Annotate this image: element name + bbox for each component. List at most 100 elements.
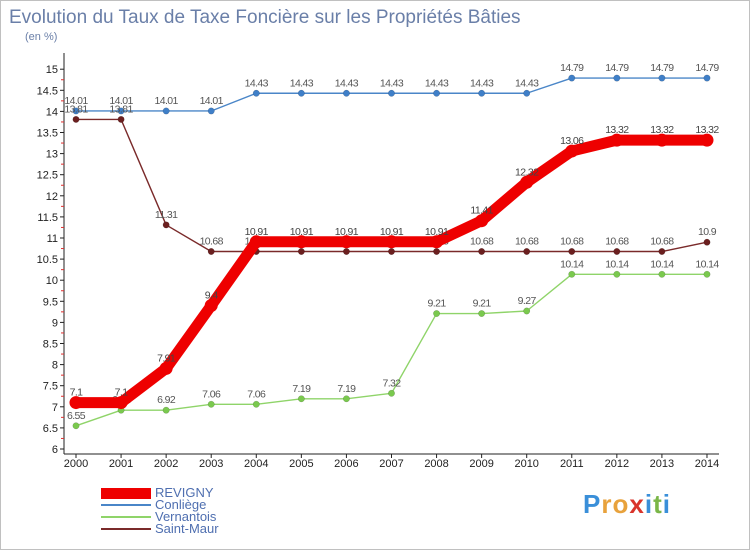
data-point-saint-maur [613, 248, 621, 255]
data-point-conliege [162, 107, 170, 115]
legend-item-saint-maur: Saint-Maur [101, 522, 219, 535]
data-label-conliege: 14.01 [64, 95, 88, 107]
data-point-saint-maur [117, 115, 125, 123]
data-label-revigny: 13.32 [695, 124, 719, 136]
legend-item-conliege: Conliège [101, 498, 219, 511]
data-label-vernantois: 7.06 [202, 388, 221, 400]
data-label-conliege: 14.79 [560, 62, 584, 74]
data-point-saint-maur [568, 248, 576, 255]
x-tick-label: 2010 [514, 458, 538, 470]
data-point-vernantois [72, 422, 80, 430]
data-label-saint-maur: 11.31 [155, 209, 178, 221]
data-point-conliege [613, 74, 621, 82]
y-tick-label: 13 [46, 149, 58, 161]
data-label-conliege: 14.01 [154, 95, 178, 107]
logo-letter: t [653, 489, 663, 519]
y-tick-label: 9.5 [43, 296, 58, 308]
data-label-conliege: 14.43 [515, 77, 539, 89]
data-label-revigny: 12.32 [515, 166, 539, 178]
x-tick-label: 2000 [64, 458, 88, 470]
y-tick-label: 6.5 [43, 423, 58, 435]
data-label-revigny: 10.91 [335, 226, 359, 238]
data-label-vernantois: 6.92 [157, 394, 176, 406]
data-point-revigny [610, 133, 624, 147]
x-tick-label: 2006 [334, 458, 358, 470]
data-label-vernantois: 7.19 [292, 383, 311, 395]
data-label-revigny: 10.91 [245, 226, 269, 238]
y-tick-label: 11 [47, 233, 58, 245]
x-tick-label: 2001 [109, 458, 133, 470]
data-point-saint-maur [388, 248, 395, 255]
data-label-saint-maur: 10.68 [515, 236, 539, 248]
data-point-conliege [478, 89, 486, 97]
legend-item-revigny: REVIGNY [101, 485, 219, 500]
data-point-vernantois [297, 395, 305, 403]
data-point-saint-maur [72, 115, 80, 123]
data-label-saint-maur: 13.81 [109, 103, 133, 115]
data-label-conliege: 14.01 [200, 95, 224, 107]
data-point-revigny [249, 235, 263, 249]
x-tick-label: 2004 [244, 458, 268, 470]
data-label-conliege: 14.79 [650, 62, 674, 74]
data-point-revigny [69, 396, 83, 410]
data-point-revigny [339, 235, 353, 249]
y-tick-label: 15 [46, 64, 58, 76]
logo-letter: o [612, 489, 630, 519]
data-point-saint-maur [523, 248, 531, 255]
legend-label: Vernantois [155, 509, 217, 524]
logo-letter: i [644, 489, 654, 519]
data-label-revigny: 13.32 [650, 124, 674, 136]
data-label-conliege: 14.43 [470, 77, 494, 89]
data-label-vernantois: 10.14 [605, 258, 629, 270]
data-point-conliege [658, 74, 666, 82]
proxiti-logo: Proxiti [583, 489, 671, 520]
legend-swatch [101, 504, 151, 506]
data-point-vernantois [388, 389, 395, 397]
data-point-vernantois [658, 270, 666, 278]
y-tick-label: 6 [52, 444, 58, 456]
data-label-vernantois: 9.27 [518, 295, 537, 307]
x-tick-label: 2005 [289, 458, 313, 470]
x-tick-label: 2014 [695, 458, 719, 470]
data-point-conliege [72, 107, 80, 115]
data-label-conliege: 14.79 [695, 62, 719, 74]
data-point-vernantois [162, 406, 170, 414]
data-point-conliege [297, 89, 305, 97]
data-point-vernantois [613, 270, 621, 278]
chart-title: Evolution du Taux de Taxe Foncière sur l… [9, 7, 521, 28]
data-point-revigny [475, 214, 489, 228]
legend-label: REVIGNY [155, 485, 214, 500]
x-tick-label: 2012 [605, 458, 629, 470]
x-tick-label: 2003 [199, 458, 223, 470]
data-label-vernantois: 10.14 [650, 258, 674, 270]
logo-letter: x [629, 489, 645, 519]
data-label-vernantois: 9.21 [473, 298, 492, 310]
data-point-vernantois [703, 270, 711, 278]
data-label-saint-maur: 10.68 [200, 236, 224, 248]
data-point-revigny [430, 235, 444, 249]
data-point-saint-maur [297, 248, 305, 255]
data-point-conliege [342, 89, 350, 97]
data-point-revigny [204, 299, 218, 313]
data-label-vernantois: 7.32 [382, 377, 401, 389]
x-tick-label: 2013 [650, 458, 674, 470]
data-point-conliege [568, 74, 576, 82]
x-tick-label: 2007 [379, 458, 403, 470]
logo-letter: i [662, 489, 671, 519]
y-tick-label: 14.5 [37, 85, 58, 97]
data-label-vernantois: 10.14 [560, 258, 584, 270]
data-point-revigny [159, 361, 173, 375]
y-tick-label: 14 [46, 106, 58, 118]
data-label-revigny: 13.06 [560, 135, 584, 147]
y-tick-label: 10 [46, 275, 58, 287]
x-tick-label: 2011 [560, 458, 584, 470]
data-point-revigny [294, 235, 308, 249]
data-label-vernantois: 6.55 [67, 410, 86, 422]
y-tick-label: 12 [46, 191, 58, 203]
data-point-conliege [703, 74, 711, 82]
data-point-conliege [207, 107, 215, 115]
data-point-conliege [252, 89, 260, 97]
data-label-revigny: 13.32 [605, 124, 629, 136]
data-label-saint-maur: 10.68 [560, 236, 584, 248]
